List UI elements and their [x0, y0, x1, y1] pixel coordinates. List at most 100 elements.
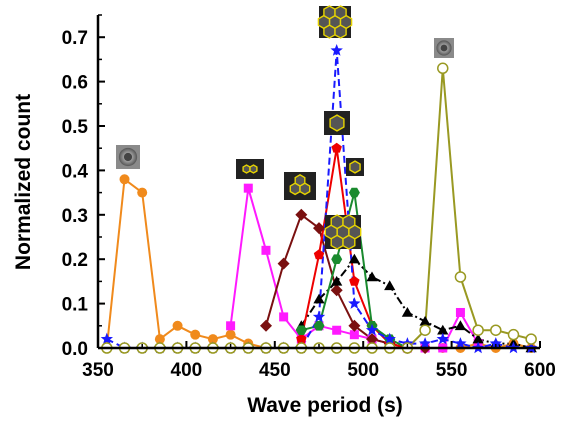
inset-hexagon	[342, 234, 356, 250]
y-tick-label: 0.1	[62, 295, 89, 316]
data-point	[313, 293, 325, 304]
data-point	[226, 321, 236, 331]
data-point	[100, 332, 113, 345]
data-point	[295, 325, 307, 335]
inset-hexagon	[323, 5, 336, 20]
data-point	[207, 334, 218, 345]
data-point	[260, 319, 272, 332]
x-tick-label: 450	[259, 360, 291, 381]
data-point	[279, 312, 289, 322]
y-axis-title: Normalized count	[12, 94, 35, 270]
inset-hexagon	[334, 5, 347, 20]
inset-hexagon	[349, 160, 361, 174]
inset-core	[440, 44, 448, 52]
inset-hexagon	[330, 234, 344, 250]
data-point	[330, 44, 343, 56]
data-point	[330, 284, 343, 297]
x-tick-label: 600	[524, 360, 556, 381]
y-tick-label: 0.3	[62, 206, 88, 227]
inset-small-ring-structure	[346, 158, 364, 176]
data-point	[296, 333, 307, 344]
data-point	[366, 333, 378, 346]
data-point	[312, 310, 326, 323]
x-tick-label: 550	[436, 360, 468, 381]
data-point	[455, 307, 465, 317]
x-tick-label: 500	[347, 360, 379, 381]
data-point	[454, 320, 467, 331]
inset-core	[123, 152, 133, 162]
inset-seven-ring-structure-top	[317, 5, 353, 39]
inset-ring-pattern-left	[116, 145, 140, 169]
data-point	[331, 254, 343, 264]
data-point	[365, 323, 379, 336]
data-point	[331, 275, 343, 286]
data-point	[261, 245, 271, 255]
data-point	[119, 174, 130, 185]
data-point	[507, 328, 520, 341]
data-point	[436, 332, 449, 345]
inset-hexagon	[294, 173, 306, 187]
data-point	[384, 280, 396, 291]
axes: 350 400 450 500 550 600 0.0 0.1 0.2 0.3 0.4 0.5 0.6 0…	[62, 14, 556, 381]
inset-two-ring-structure	[236, 159, 264, 179]
plot-series-markers	[100, 44, 538, 354]
data-point	[277, 257, 290, 270]
inset-seven-ring-structure-bottom	[324, 214, 362, 250]
inset-hexagon	[330, 214, 344, 230]
inset-hexagon	[242, 164, 251, 174]
data-point	[295, 208, 308, 221]
data-point	[137, 187, 148, 198]
inset-hexagon	[249, 164, 258, 174]
data-point	[419, 315, 431, 326]
data-point	[313, 321, 325, 331]
y-tick-label: 0.2	[62, 250, 88, 271]
inset-three-ring-structure	[284, 172, 316, 200]
data-point	[332, 325, 342, 335]
data-point	[454, 337, 467, 349]
data-point	[225, 329, 236, 340]
y-tick-label: 0.6	[62, 73, 88, 94]
inset-ring-pattern-right	[434, 38, 454, 58]
inset-hexagon	[323, 24, 336, 39]
data-point	[348, 253, 360, 264]
y-tick-label: 0.0	[62, 339, 88, 360]
x-tick-label: 350	[82, 360, 114, 381]
data-point	[437, 324, 449, 335]
data-point	[348, 319, 361, 332]
data-point	[525, 333, 537, 345]
data-point	[490, 324, 502, 336]
data-point	[331, 142, 342, 153]
data-point	[154, 334, 165, 345]
data-point	[454, 271, 467, 283]
inset-hexagon	[334, 24, 347, 39]
data-point	[383, 332, 396, 345]
data-point	[418, 337, 432, 349]
y-tick-label: 0.4	[62, 161, 89, 182]
data-point	[489, 337, 502, 349]
data-point	[419, 324, 431, 336]
data-point	[472, 324, 484, 336]
x-tick-label: 400	[171, 360, 203, 381]
data-point	[243, 183, 253, 193]
data-point	[313, 249, 325, 260]
data-point	[401, 307, 413, 317]
inset-single-ring-structure	[324, 111, 350, 135]
data-point	[348, 187, 360, 198]
data-point	[348, 297, 361, 309]
inset-hexagon	[342, 214, 356, 230]
x-axis-title: Wave period (s)	[247, 394, 403, 417]
data-point	[349, 330, 359, 340]
y-tick-label: 0.5	[62, 117, 89, 138]
structure-insets	[116, 5, 454, 250]
data-point	[472, 333, 484, 344]
y-tick-label: 0.7	[62, 28, 88, 49]
series-markers-4	[295, 253, 537, 353]
data-point	[313, 222, 325, 235]
data-point	[190, 329, 201, 340]
data-point	[172, 320, 183, 331]
inset-hexagon	[329, 114, 345, 132]
data-point	[366, 271, 378, 282]
data-point	[437, 62, 449, 75]
data-point	[349, 275, 360, 286]
